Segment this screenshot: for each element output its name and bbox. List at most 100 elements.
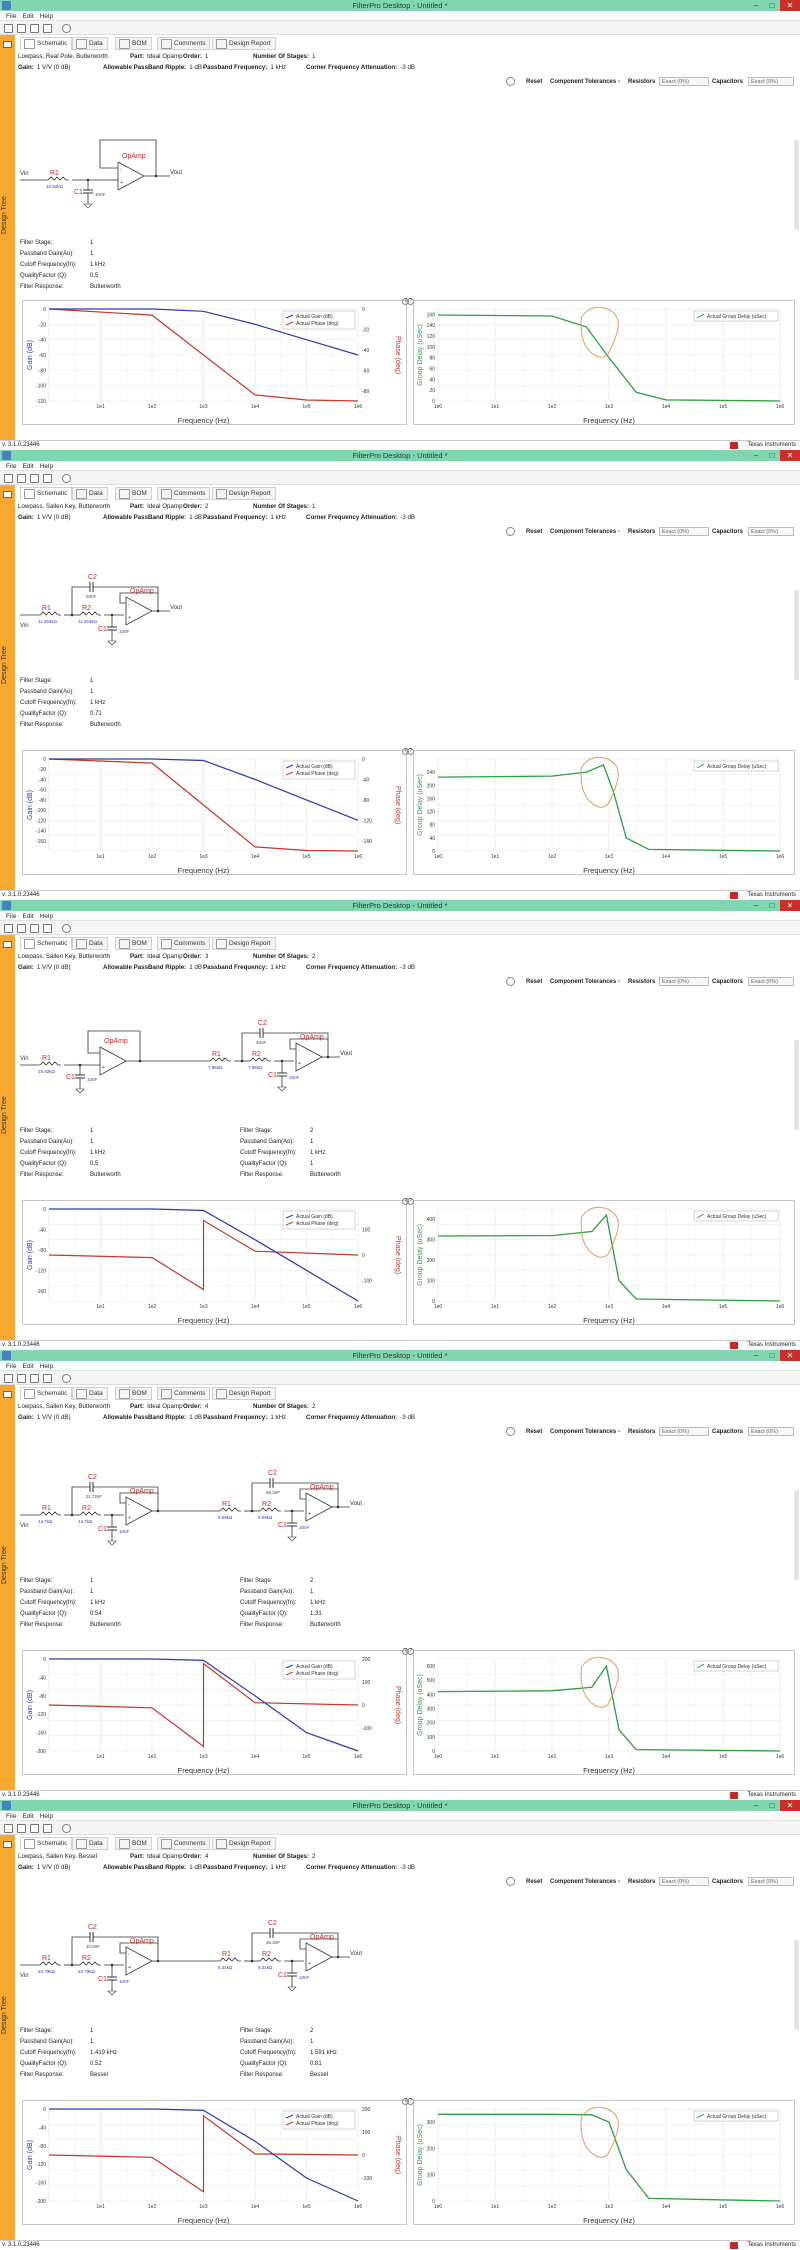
capacitor-c2[interactable]: C2 26.3nF bbox=[266, 1920, 280, 1945]
tab-data[interactable]: Data bbox=[72, 487, 108, 500]
menu-help[interactable]: Help bbox=[39, 913, 54, 920]
tab-design-report[interactable]: Design Report bbox=[212, 37, 276, 50]
design-tree-sidebar[interactable]: Design Tree bbox=[0, 35, 15, 440]
new-icon[interactable] bbox=[17, 1824, 26, 1833]
resistor-r1[interactable]: R1 7.96kΩ bbox=[208, 1051, 231, 1070]
capacitors-tolerance-select[interactable]: Exact (0%) bbox=[748, 1877, 794, 1886]
gear-icon[interactable] bbox=[506, 77, 515, 86]
resistor-r2[interactable]: R2 7.96kΩ bbox=[248, 1051, 271, 1070]
resistor-r1[interactable]: R1 6.09kΩ bbox=[218, 1501, 241, 1520]
resistors-tolerance-select[interactable]: Exact (0%) bbox=[659, 1877, 709, 1886]
reset-button[interactable]: Reset bbox=[526, 529, 543, 535]
capacitor-c2[interactable]: C2 11.72nF bbox=[86, 1474, 102, 1499]
menu-edit[interactable]: Edit bbox=[22, 913, 34, 920]
gear-icon[interactable] bbox=[506, 1877, 515, 1886]
reset-button[interactable]: Reset bbox=[526, 979, 543, 985]
home-icon[interactable] bbox=[4, 1824, 13, 1833]
resistor-r1[interactable]: R1 15.92kΩ bbox=[38, 1055, 61, 1074]
help-icon[interactable] bbox=[62, 24, 71, 33]
resistor-r2[interactable]: R2 11.254kΩ bbox=[78, 605, 101, 624]
capacitors-tolerance-select[interactable]: Exact (0%) bbox=[748, 77, 794, 86]
new-icon[interactable] bbox=[17, 24, 26, 33]
tree-icon[interactable] bbox=[3, 491, 12, 498]
tab-data[interactable]: Data bbox=[72, 937, 108, 950]
resistor-r1[interactable]: R1 15.92kΩ bbox=[46, 170, 69, 189]
tab-bom[interactable]: BOM bbox=[115, 37, 152, 50]
capacitors-tolerance-select[interactable]: Exact (0%) bbox=[748, 1427, 794, 1436]
group-delay-chart[interactable]: 600 500 400 300 200 100 0 1e0 1e1 1e2 1e3 1e4 1e5 1e6… bbox=[413, 1650, 795, 1775]
minimize-icon[interactable]: – bbox=[753, 901, 759, 910]
home-icon[interactable] bbox=[4, 924, 13, 933]
design-tree-sidebar[interactable]: Design Tree bbox=[0, 1835, 15, 2240]
capacitors-tolerance-select[interactable]: Exact (0%) bbox=[748, 527, 794, 536]
minimize-icon[interactable]: – bbox=[753, 1351, 759, 1360]
scrollbar[interactable] bbox=[794, 1040, 799, 1130]
tree-icon[interactable] bbox=[3, 941, 12, 948]
opamp-symbol[interactable]: - + OpAmp bbox=[125, 1488, 154, 1526]
open-icon[interactable] bbox=[30, 474, 39, 483]
open-icon[interactable] bbox=[30, 924, 39, 933]
tab-schematic[interactable]: Schematic bbox=[20, 1837, 73, 1850]
tab-design-report[interactable]: Design Report bbox=[212, 1387, 276, 1400]
capacitor-c1[interactable]: C1 10nF bbox=[278, 1972, 310, 1980]
home-icon[interactable] bbox=[4, 24, 13, 33]
maximize-icon[interactable]: □ bbox=[769, 1351, 775, 1360]
capacitor-c2[interactable]: C2 20nF bbox=[86, 574, 97, 599]
capacitor-c1[interactable]: C1 10nF bbox=[66, 1074, 98, 1082]
resistor-r2[interactable]: R2 6.21kΩ bbox=[258, 1951, 281, 1970]
design-tree-sidebar[interactable]: Design Tree bbox=[0, 1385, 15, 1790]
menu-help[interactable]: Help bbox=[39, 1813, 54, 1820]
scrollbar[interactable] bbox=[794, 1490, 799, 1580]
tab-comments[interactable]: Comments bbox=[157, 1387, 211, 1400]
tab-comments[interactable]: Comments bbox=[157, 37, 211, 50]
design-tree-sidebar[interactable]: Design Tree bbox=[0, 485, 15, 890]
group-delay-chart[interactable]: 300 200 100 0 1e0 1e1 1e2 1e3 1e4 1e5 1e6 Frequency… bbox=[413, 2100, 795, 2225]
group-delay-chart[interactable]: 400 300 200 100 0 1e0 1e1 1e2 1e3 1e4 1e5 1e6 Freque… bbox=[413, 1200, 795, 1325]
tab-schematic[interactable]: Schematic bbox=[20, 487, 73, 500]
help-icon[interactable]: ? bbox=[407, 748, 414, 755]
tab-comments[interactable]: Comments bbox=[157, 487, 211, 500]
gain-phase-chart[interactable]: 0 -40 -80 -120 -160 -200 200 100 0 -100 1e1 1e2 1e3 1… bbox=[22, 2100, 407, 2225]
capacitor-c1[interactable]: C1 10nF bbox=[278, 1522, 310, 1530]
menu-file[interactable]: File bbox=[6, 463, 17, 470]
open-icon[interactable] bbox=[30, 1374, 39, 1383]
opamp-symbol[interactable]: - + OpAmp bbox=[125, 588, 154, 626]
capacitors-tolerance-select[interactable]: Exact (0%) bbox=[748, 977, 794, 986]
close-icon[interactable]: ✕ bbox=[780, 900, 800, 911]
help-icon[interactable] bbox=[62, 924, 71, 933]
menu-help[interactable]: Help bbox=[39, 1363, 54, 1370]
group-delay-chart[interactable]: 160 140 120 100 80 60 40 20 0 1e0 1e1 1e2 1e3 1e4 1e5 1… bbox=[413, 300, 795, 425]
reset-button[interactable]: Reset bbox=[526, 1879, 543, 1885]
opamp-symbol[interactable]: - + OpAmp bbox=[117, 153, 146, 191]
tab-bom[interactable]: BOM bbox=[115, 487, 152, 500]
tab-bom[interactable]: BOM bbox=[115, 1837, 152, 1850]
resistors-tolerance-select[interactable]: Exact (0%) bbox=[659, 77, 709, 86]
gain-phase-chart[interactable]: 0 -40 -80 -120 -160 100 0 -100 1e1 1e2 1e3 1e4 1e5 1e… bbox=[22, 1200, 407, 1325]
scrollbar[interactable] bbox=[794, 1940, 799, 2030]
scrollbar[interactable] bbox=[794, 590, 799, 680]
opamp-symbol[interactable]: - + OpAmp bbox=[295, 1034, 324, 1072]
gain-phase-chart[interactable]: 0 -40 -80 -120 -160 -200 200 100 0 -100 1e1 1e2 1e3 1… bbox=[22, 1650, 407, 1775]
tab-schematic[interactable]: Schematic bbox=[20, 37, 73, 50]
tree-icon[interactable] bbox=[3, 41, 12, 48]
capacitor-c1[interactable]: C1 10nF bbox=[98, 626, 130, 634]
tab-data[interactable]: Data bbox=[72, 1837, 108, 1850]
close-icon[interactable]: ✕ bbox=[780, 1350, 800, 1361]
gain-phase-chart[interactable]: 0 -20 -40 -60 -80 -100 -120 0 -20 -40 -60 -80 1e1 1e2… bbox=[22, 300, 407, 425]
tab-schematic[interactable]: Schematic bbox=[20, 1387, 73, 1400]
tab-bom[interactable]: BOM bbox=[115, 1387, 152, 1400]
new-icon[interactable] bbox=[17, 1374, 26, 1383]
resistor-r1[interactable]: R1 6.21kΩ bbox=[218, 1951, 241, 1970]
new-icon[interactable] bbox=[17, 924, 26, 933]
tab-design-report[interactable]: Design Report bbox=[212, 487, 276, 500]
reset-button[interactable]: Reset bbox=[526, 79, 543, 85]
help-icon[interactable] bbox=[62, 474, 71, 483]
resistor-r2[interactable]: R2 10.79kΩ bbox=[78, 1955, 101, 1974]
resistor-r1[interactable]: R1 14.7kΩ bbox=[38, 1505, 61, 1524]
resistor-r1[interactable]: R1 11.254kΩ bbox=[38, 605, 61, 624]
capacitor-c2[interactable]: C2 10.8nF bbox=[86, 1924, 100, 1949]
tab-data[interactable]: Data bbox=[72, 37, 108, 50]
tab-design-report[interactable]: Design Report bbox=[212, 937, 276, 950]
capacitor-c1[interactable]: C1 10nF bbox=[98, 1976, 130, 1984]
opamp-symbol[interactable]: - + OpAmp bbox=[125, 1938, 154, 1976]
